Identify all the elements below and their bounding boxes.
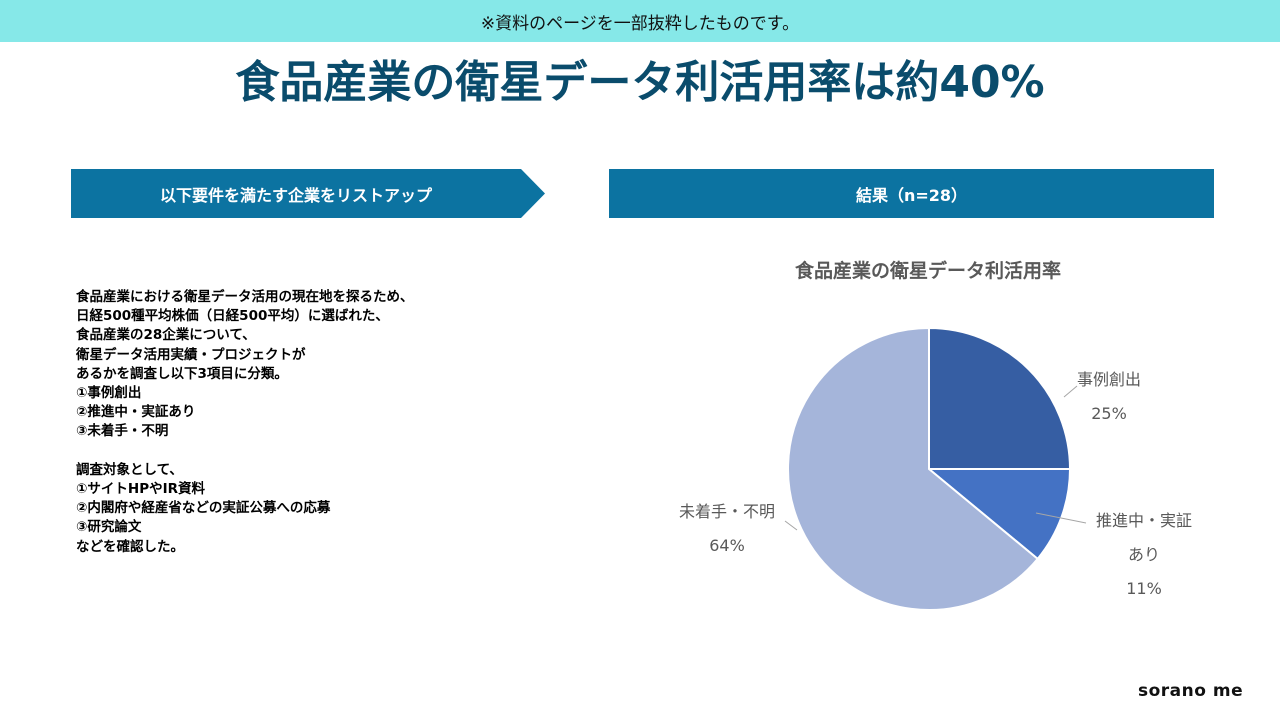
requirements-header: 以下要件を満たす企業をリストアップ bbox=[71, 169, 545, 218]
slice-label: 推進中・実証 bbox=[1096, 511, 1192, 530]
slice-label: 事例創出 bbox=[1077, 370, 1141, 389]
leader-line bbox=[1035, 512, 1087, 524]
slice-label: あり bbox=[1128, 545, 1160, 564]
slice-value-label: 11% bbox=[1126, 579, 1162, 598]
desc-line: 日経500種平均株価（日経500平均）に選ばれた、 bbox=[76, 308, 389, 325]
desc-line: 食品産業の28企業について、 bbox=[76, 327, 256, 344]
paragraph-gap bbox=[76, 442, 496, 461]
pie-slice bbox=[926, 468, 1072, 561]
desc-line: ③未着手・不明 bbox=[76, 423, 169, 440]
desc-line: ①サイトHPやIR資料 bbox=[76, 481, 206, 498]
results-header: 結果（n=28） bbox=[609, 169, 1214, 218]
leader-line bbox=[1063, 385, 1078, 398]
pie-labels: 事例創出 25% 推進中・実証あり 11% 未着手・不明 64% bbox=[679, 370, 1192, 598]
slice-label: 未着手・不明 bbox=[679, 502, 775, 521]
page-title: 食品産業の衛星データ利活用率は約40% bbox=[235, 57, 1045, 108]
pie-slice bbox=[787, 326, 1040, 611]
desc-line: 衛星データ活用実績・プロジェクトが bbox=[76, 346, 306, 363]
leader-line bbox=[784, 520, 798, 531]
pie-slice bbox=[928, 326, 1072, 470]
desc-line: などを確認した。 bbox=[76, 538, 184, 555]
pie-slices bbox=[787, 326, 1072, 611]
desc-line: 食品産業における衛星データ活用の現在地を探るため、 bbox=[76, 289, 414, 305]
desc-line: ①事例創出 bbox=[76, 385, 142, 402]
description-text: 食品産業における衛星データ活用の現在地を探るため、 日経500種平均株価（日経5… bbox=[76, 288, 496, 557]
desc-line: ③研究論文 bbox=[76, 519, 142, 536]
desc-line: あるかを調査し以下3項目に分類。 bbox=[76, 365, 288, 382]
chart-title: 食品産業の衛星データ利活用率 bbox=[795, 259, 1061, 282]
brand-logo: sorano me bbox=[1138, 681, 1244, 701]
requirements-header-label: 以下要件を満たす企業をリストアップ bbox=[159, 185, 432, 205]
pie-chart: 食品産業の衛星データ利活用率 事例創出 25% 推進中・実証あり 11% 未着手・不明 6… bbox=[679, 259, 1192, 611]
results-header-label: 結果（n=28） bbox=[855, 185, 968, 205]
notice-text: ※資料のページを一部抜粋したものです。 bbox=[480, 13, 800, 34]
slice-value-label: 25% bbox=[1091, 404, 1127, 423]
desc-line: ②推進中・実証あり bbox=[76, 404, 196, 421]
slice-value-label: 64% bbox=[709, 536, 745, 555]
notice-banner: ※資料のページを一部抜粋したものです。 bbox=[0, 0, 1280, 42]
desc-line: ②内閣府や経産省などの実証公募への応募 bbox=[76, 500, 331, 517]
arrow-banner-shape bbox=[71, 169, 545, 218]
desc-line: 調査対象として、 bbox=[76, 461, 183, 478]
